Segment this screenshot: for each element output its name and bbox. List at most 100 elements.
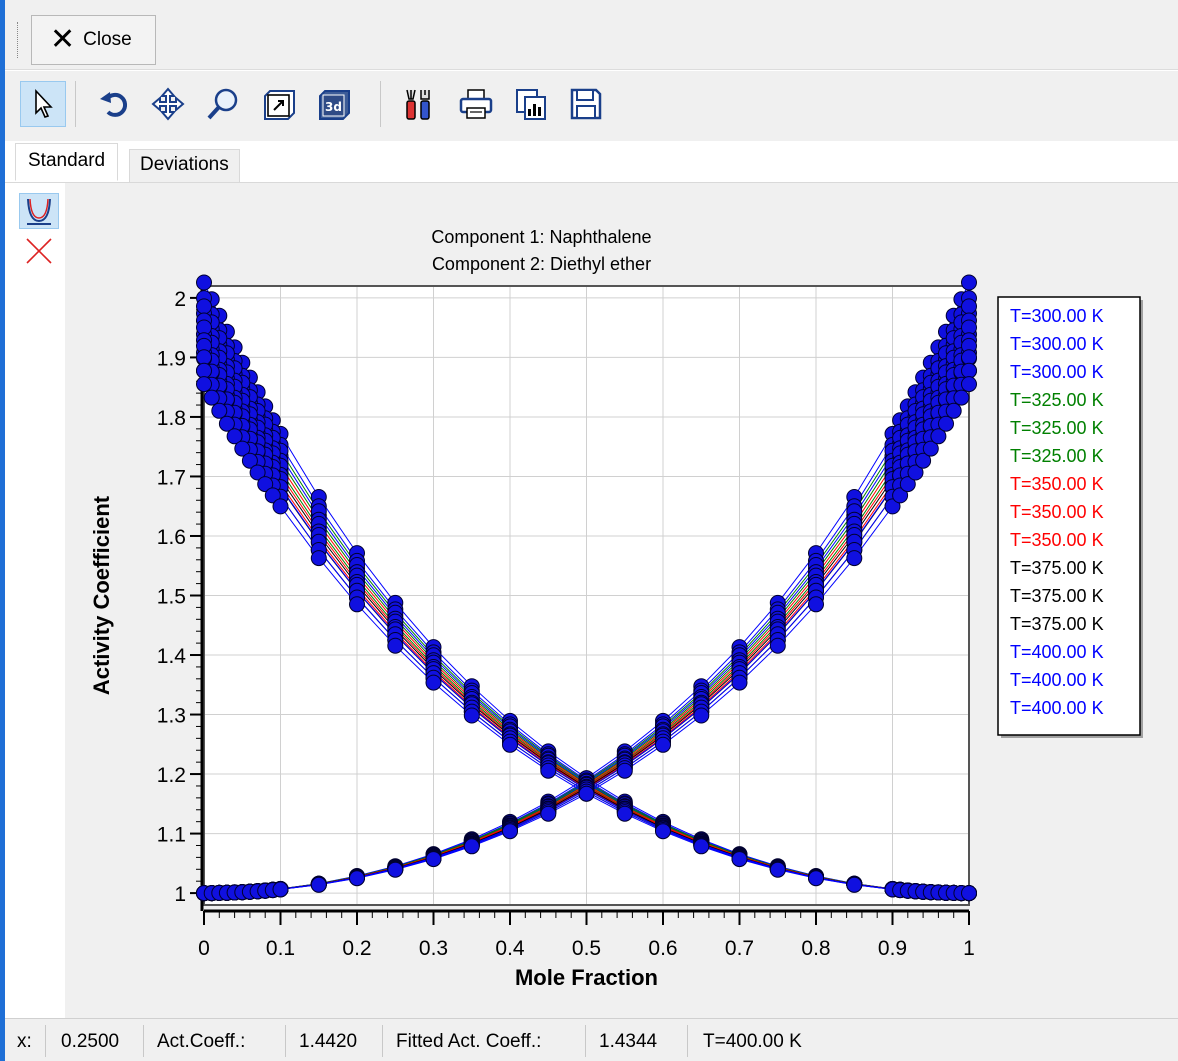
status-fitted-value: 1.4344: [599, 1031, 658, 1052]
status-separator: [143, 1025, 144, 1057]
move-icon: [151, 87, 185, 121]
data-point-component-2: [892, 487, 909, 504]
status-separator: [45, 1025, 46, 1057]
status-fitted-label: Fitted Act. Coeff.:: [396, 1031, 542, 1052]
data-point-component-2: [425, 851, 442, 868]
cross-mode-icon: [26, 238, 52, 264]
chart-toolbar: 3d: [5, 71, 1178, 141]
x-tick-label: 0.9: [878, 937, 907, 960]
data-point-component-1: [196, 274, 212, 291]
data-point-component-1: [502, 736, 518, 753]
data-point-component-1: [769, 861, 786, 878]
data-point-component-2: [540, 805, 557, 822]
x-tick-label: 0.6: [648, 937, 677, 960]
x-tick-label: 0.1: [266, 937, 295, 960]
zoom-icon: [207, 88, 238, 120]
data-point-component-2: [349, 870, 365, 887]
status-separator: [585, 1025, 586, 1057]
data-point-component-1: [387, 637, 404, 654]
status-separator: [687, 1025, 688, 1057]
print-button[interactable]: [453, 81, 499, 127]
tab-standard[interactable]: Standard: [15, 143, 119, 181]
settings-tools-icon: [406, 89, 430, 120]
data-point-component-2: [731, 674, 748, 691]
copy-chart-icon: [516, 89, 546, 120]
plot-mode-sidebar: [5, 183, 65, 1018]
data-point-component-1: [249, 464, 266, 481]
rotate-button[interactable]: [92, 81, 138, 127]
data-point-component-2: [922, 440, 939, 457]
legend-entry: T=375.00 K: [1010, 614, 1104, 634]
plot-area: Component 1: Naphthalene Component 2: Die…: [65, 183, 1178, 1018]
data-point-component-2: [961, 376, 977, 393]
chart-tabs: Standard Deviations: [5, 141, 1178, 183]
zoom-button[interactable]: [200, 81, 246, 127]
status-x-value: 0.2500: [61, 1031, 120, 1052]
data-point-component-1: [425, 674, 442, 691]
data-point-component-2: [387, 861, 404, 878]
move-button[interactable]: [145, 81, 191, 127]
y-tick-label: 2: [174, 288, 186, 311]
data-point-component-1: [540, 762, 557, 779]
rotate-icon: [100, 92, 128, 117]
print-icon: [459, 89, 493, 119]
window-left-edge: [0, 0, 5, 1061]
close-icon: ✕: [50, 22, 76, 57]
data-point-component-2: [808, 596, 824, 613]
status-bar: x: 0.2500 Act.Coeff.: 1.4420 Fitted Act.…: [5, 1018, 1178, 1061]
data-point-component-1: [693, 838, 710, 855]
toolbar-separator: [75, 81, 76, 127]
status-act-value: 1.4420: [299, 1031, 358, 1052]
close-button[interactable]: ✕ Close: [31, 15, 156, 65]
svg-text:3d: 3d: [325, 100, 342, 114]
y-axis-label: Activity Coefficient: [89, 495, 114, 695]
legend-entry: T=400.00 K: [1010, 642, 1104, 662]
y-tick-label: 1.6: [157, 526, 186, 549]
data-point-component-2: [945, 402, 962, 419]
3d-view-button[interactable]: 3d: [312, 81, 358, 127]
data-point-component-1: [961, 885, 977, 902]
data-point-component-1: [218, 415, 235, 432]
cross-mode-button[interactable]: [19, 233, 59, 269]
data-point-component-1: [234, 440, 251, 457]
y-tick-label: 1: [174, 883, 186, 906]
legend-box: [997, 296, 1141, 736]
legend-entry: T=400.00 K: [1010, 670, 1104, 690]
x-tick-label: 1: [963, 937, 975, 960]
x-tick-label: 0.5: [572, 937, 601, 960]
data-point-component-1: [196, 362, 212, 379]
data-point-component-1: [257, 476, 274, 493]
data-point-component-2: [272, 881, 289, 898]
tab-deviations[interactable]: Deviations: [129, 149, 240, 183]
top-toolbar: ✕ Close: [5, 0, 1178, 70]
zoom-box-button[interactable]: [257, 81, 303, 127]
toolbar-grip[interactable]: [17, 22, 20, 58]
data-point-component-2: [899, 476, 916, 493]
data-point-component-1: [310, 550, 327, 567]
data-point-component-1: [463, 707, 480, 724]
select-pointer-button[interactable]: [20, 81, 66, 127]
select-pointer-icon: [35, 88, 53, 118]
x-tick-label: 0.3: [419, 937, 448, 960]
x-tick-label: 0.2: [342, 937, 371, 960]
data-point-component-1: [349, 596, 365, 613]
activity-coefficient-chart[interactable]: Component 1: Naphthalene Component 2: Die…: [65, 183, 1178, 1018]
data-point-component-2: [961, 298, 977, 315]
chart-title: Component 1: Naphthalene: [431, 227, 651, 247]
data-point-component-1: [264, 487, 281, 504]
legend-entry: T=400.00 K: [1010, 698, 1104, 718]
status-separator: [382, 1025, 383, 1057]
toolbar-separator: [380, 81, 381, 127]
data-point-component-1: [211, 402, 228, 419]
legend-entry: T=375.00 K: [1010, 586, 1104, 606]
settings-tools-button[interactable]: [395, 81, 441, 127]
curve-mode-button[interactable]: [19, 193, 59, 229]
data-point-component-1: [272, 498, 289, 515]
copy-chart-button[interactable]: [508, 81, 554, 127]
y-tick-label: 1.4: [157, 645, 187, 668]
data-point-component-1: [196, 376, 212, 393]
x-tick-label: 0.4: [495, 937, 525, 960]
x-tick-label: 0: [198, 937, 210, 960]
save-button[interactable]: [563, 81, 609, 127]
legend-entry: T=325.00 K: [1010, 390, 1104, 410]
